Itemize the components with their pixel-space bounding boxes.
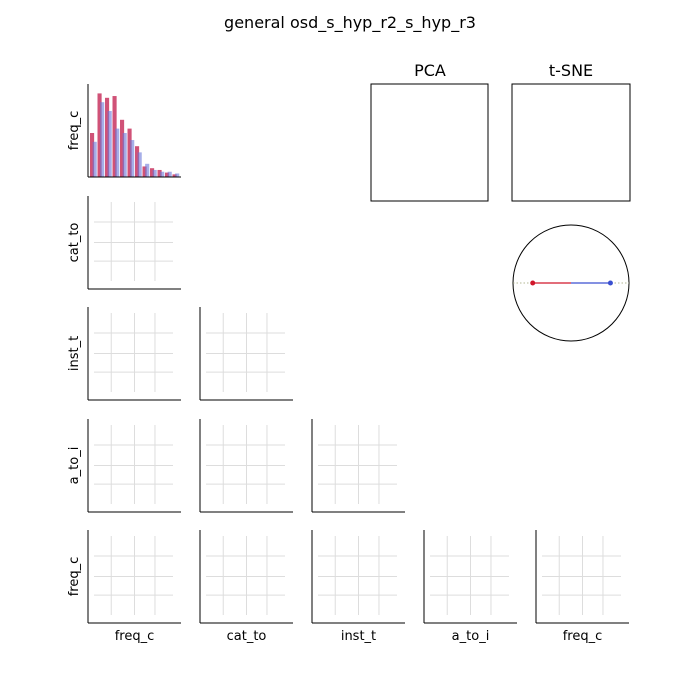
histogram-bar-blue-4 [115, 128, 120, 177]
row-label-2: cat_to [67, 223, 82, 263]
histogram-bar-blue-12 [175, 173, 180, 177]
tsne-panel [511, 83, 631, 202]
pair-panel-r3-c2 [311, 419, 405, 513]
histogram-bar-blue-6 [130, 140, 135, 177]
histogram-bar-blue-8 [145, 163, 150, 177]
pair-panel-r4-c0 [87, 530, 181, 624]
histogram-bar-red-8 [142, 166, 147, 177]
circle-point-red [530, 280, 536, 286]
col-label-5: freq_c [563, 629, 603, 644]
histogram-bar-red-12 [172, 174, 177, 177]
row-label-4: a_to_i [67, 447, 82, 485]
histogram-bar-red-1 [90, 133, 95, 177]
histogram-bar-blue-11 [167, 171, 172, 177]
pairwise-grid [87, 196, 629, 624]
circle-marks [530, 280, 613, 286]
histogram-bar-red-11 [165, 172, 170, 177]
histogram-bar-red-4 [112, 96, 117, 177]
histogram-bar-blue-9 [152, 169, 157, 177]
row-label-1: freq_c [67, 111, 82, 151]
row-label-3: inst_t [67, 336, 82, 371]
histogram-bar-blue-2 [100, 102, 105, 177]
pca-title: PCA [414, 61, 446, 80]
histogram-bar-blue-5 [122, 133, 127, 177]
pair-panel-r4-c4 [535, 530, 629, 624]
axis-labels: freq_c freq_c cat_to cat_to inst_t inst_t a_to… [67, 111, 602, 644]
histogram-bar-red-9 [150, 168, 155, 177]
histogram-bar-red-3 [105, 97, 110, 177]
col-label-1: freq_c [115, 629, 155, 644]
row-label-5: freq_c [67, 557, 82, 597]
pair-panel-r3-c1 [199, 419, 293, 513]
col-label-4: a_to_i [452, 629, 490, 644]
tsne-title: t-SNE [549, 61, 593, 80]
histogram-bar-blue-10 [160, 171, 165, 177]
pair-panel-r1-c0 [87, 196, 181, 290]
histogram-panel [87, 84, 181, 178]
col-label-3: inst_t [341, 629, 376, 644]
circle-point-blue [607, 280, 613, 286]
histogram-bar-blue-3 [107, 111, 112, 177]
pair-panel-r4-c3 [423, 530, 517, 624]
col-label-2: cat_to [227, 629, 267, 644]
pair-panel-r2-c1 [199, 307, 293, 401]
histogram-bar-red-6 [127, 128, 132, 177]
figure-title: general osd_s_hyp_r2_s_hyp_r3 [224, 13, 476, 33]
histogram-bar-red-2 [97, 93, 102, 177]
pair-panel-r2-c0 [87, 307, 181, 401]
pair-panel-r4-c2 [311, 530, 405, 624]
pca-panel [370, 83, 489, 202]
histogram-bar-red-7 [135, 146, 140, 177]
circle-panel [512, 224, 630, 342]
histogram-bar-blue-7 [137, 152, 142, 177]
pair-panel-r4-c1 [199, 530, 293, 624]
pair-panel-r3-c0 [87, 419, 181, 513]
histogram-bar-red-10 [157, 169, 162, 177]
histogram-bar-blue-1 [92, 141, 97, 177]
histogram-bar-red-5 [120, 119, 125, 177]
